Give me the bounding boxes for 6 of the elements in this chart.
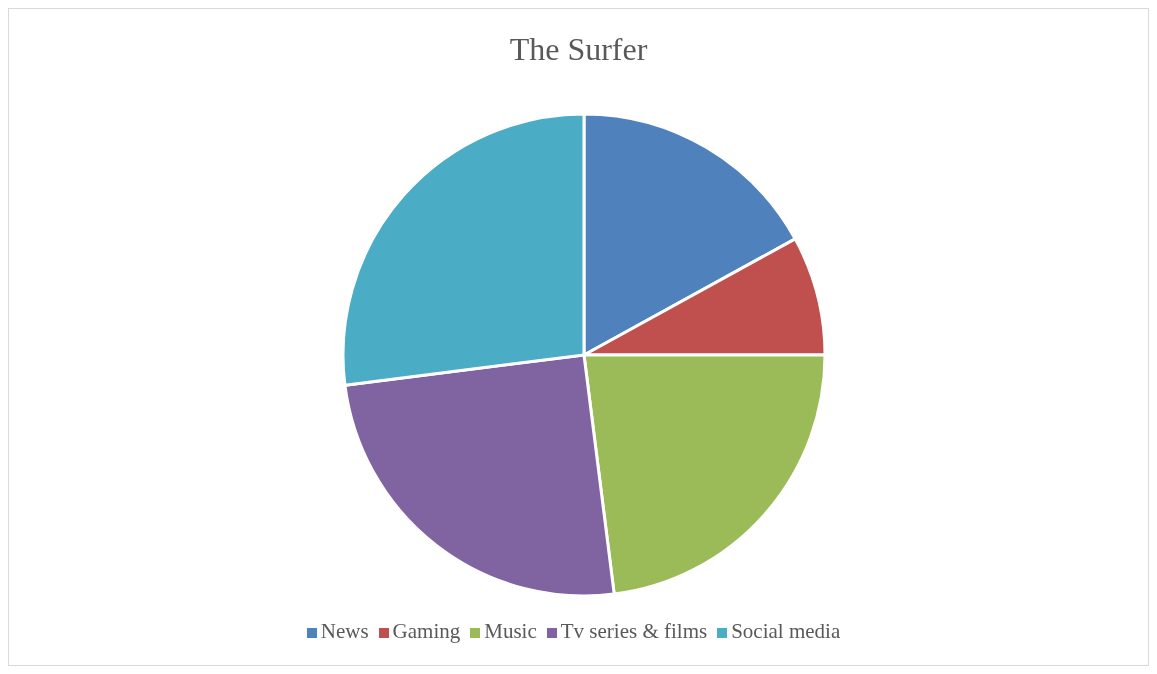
legend-label: Gaming bbox=[392, 619, 461, 643]
legend-label: Tv series & films bbox=[560, 619, 708, 643]
legend-label: Music bbox=[484, 619, 537, 643]
legend-label: Social media bbox=[731, 619, 841, 643]
legend-label: News bbox=[320, 619, 369, 643]
chart-title: The Surfer bbox=[508, 31, 649, 68]
